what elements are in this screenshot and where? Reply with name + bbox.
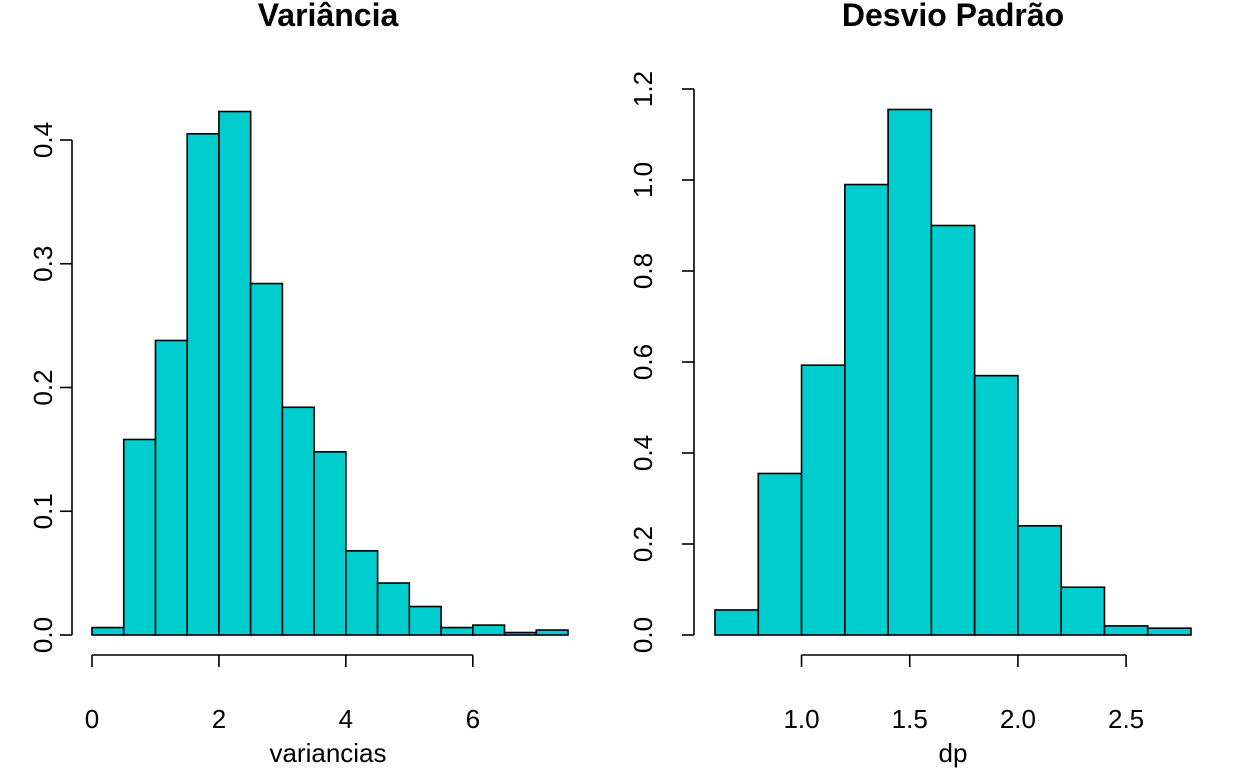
histogram-bar bbox=[154, 339, 188, 636]
y-tick-label: 0.3 bbox=[28, 246, 58, 282]
x-axis: 1.0 1.5 2.0 2.5 bbox=[783, 654, 1144, 734]
histogram-bar bbox=[91, 626, 125, 636]
bars-group bbox=[714, 108, 1192, 636]
histogram-bar bbox=[186, 133, 220, 636]
y-tick-label: 0.4 bbox=[628, 435, 658, 471]
histogram-bar bbox=[1017, 524, 1062, 636]
histogram-bar bbox=[408, 605, 442, 636]
histogram-bar bbox=[1060, 586, 1106, 636]
x-tick-label: 2.5 bbox=[1108, 704, 1144, 734]
y-tick-label: 0.1 bbox=[28, 493, 58, 529]
histogram-bar bbox=[714, 609, 760, 636]
y-tick-label: 0.6 bbox=[628, 344, 658, 380]
y-tick-label: 0.2 bbox=[28, 369, 58, 405]
histogram-bar bbox=[973, 374, 1019, 636]
variance-histogram-panel: Variância 0.0 0.1 0.2 0.3 0.4 0 2 4 6 variancia… bbox=[28, 0, 569, 768]
x-tick-label: 2.0 bbox=[1000, 704, 1036, 734]
histogram-bar bbox=[376, 582, 411, 636]
stddev-histogram-panel: Desvio Padrão 0.00.20.40.60.81.01.2 1.0 1… bbox=[628, 0, 1192, 768]
histogram-bar bbox=[800, 364, 846, 636]
x-tick-label: 6 bbox=[466, 704, 480, 734]
bars-group bbox=[91, 110, 569, 636]
chart-title: Desvio Padrão bbox=[842, 0, 1064, 33]
x-tick-label: 1.5 bbox=[892, 704, 928, 734]
y-axis: 0.0 0.1 0.2 0.3 0.4 bbox=[28, 122, 73, 653]
x-axis: 0 2 4 6 bbox=[85, 654, 480, 734]
y-tick-label: 0.2 bbox=[628, 526, 658, 562]
histogram-bar bbox=[313, 451, 347, 636]
histogram-bar bbox=[345, 550, 379, 636]
x-tick-label: 1.0 bbox=[783, 704, 819, 734]
histogram-bar bbox=[471, 624, 506, 636]
y-tick-label: 0.8 bbox=[628, 253, 658, 289]
histogram-bar bbox=[218, 110, 252, 636]
y-tick-label: 0.4 bbox=[28, 122, 58, 158]
histogram-bar bbox=[122, 438, 157, 636]
histogram-bar bbox=[757, 472, 803, 636]
histogram-bar bbox=[535, 629, 569, 636]
x-axis-label: variancias bbox=[269, 738, 386, 768]
histogram-bar bbox=[281, 406, 315, 636]
histogram-bar bbox=[1146, 627, 1192, 636]
histogram-bar bbox=[440, 626, 474, 636]
histogram-bar bbox=[887, 108, 933, 636]
histogram-bar bbox=[844, 183, 889, 636]
histogram-bar bbox=[930, 224, 976, 636]
x-tick-label: 2 bbox=[212, 704, 226, 734]
x-tick-label: 0 bbox=[85, 704, 99, 734]
y-axis: 0.0 0.2 0.4 0.6 0.8 1.0 1.2 bbox=[628, 71, 695, 653]
y-tick-label: 0.0 bbox=[28, 617, 58, 653]
y-tick-label: 0.0 bbox=[628, 617, 658, 653]
y-tick-label: 1.2 bbox=[628, 71, 658, 107]
chart-title: Variância bbox=[258, 0, 399, 33]
histogram-bar bbox=[1103, 625, 1149, 636]
histogram-bar bbox=[249, 282, 284, 636]
x-tick-label: 4 bbox=[339, 704, 353, 734]
histogram-bar bbox=[503, 631, 538, 636]
x-axis-label: dp bbox=[939, 738, 968, 768]
y-tick-label: 1.0 bbox=[628, 162, 658, 198]
